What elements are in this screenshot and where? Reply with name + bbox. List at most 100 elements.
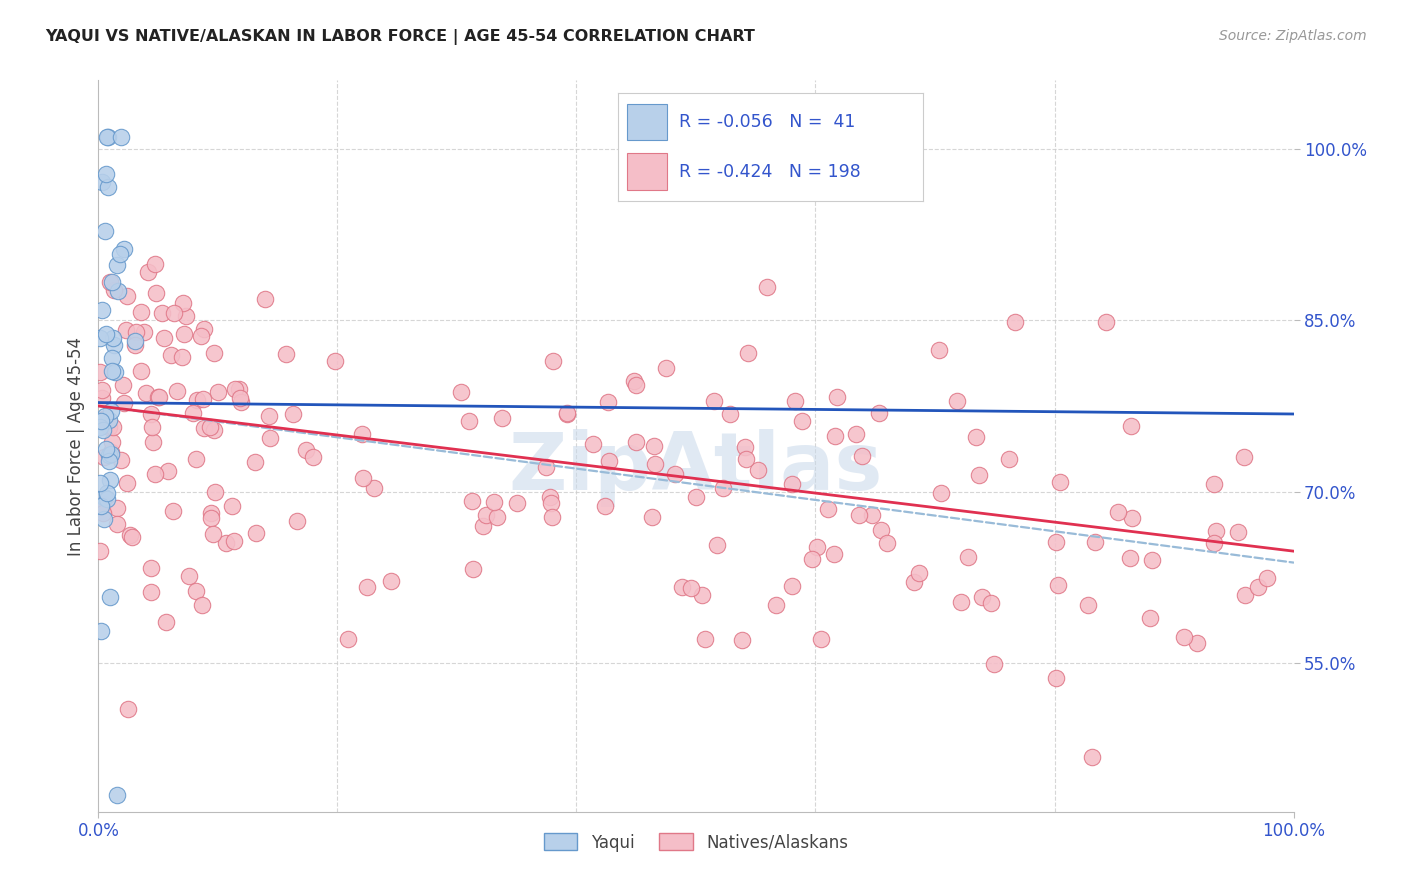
Point bbox=[654, 361, 676, 376]
Point bbox=[155, 615, 177, 629]
Point bbox=[201, 527, 224, 541]
Text: Source: ZipAtlas.com: Source: ZipAtlas.com bbox=[1219, 29, 1367, 43]
Point bbox=[693, 632, 716, 647]
Point bbox=[245, 526, 267, 541]
Point bbox=[929, 486, 952, 500]
Point bbox=[967, 468, 990, 483]
Point bbox=[184, 452, 207, 467]
Point bbox=[139, 407, 162, 421]
Point bbox=[534, 459, 557, 474]
Point bbox=[204, 484, 226, 499]
Point bbox=[1045, 671, 1067, 685]
Point bbox=[643, 439, 665, 453]
Point bbox=[115, 289, 138, 303]
Point bbox=[541, 353, 564, 368]
Point bbox=[1256, 571, 1278, 585]
Point bbox=[817, 502, 839, 516]
Point bbox=[780, 579, 803, 593]
Point bbox=[734, 440, 756, 454]
Point bbox=[129, 305, 152, 319]
Point bbox=[868, 406, 890, 420]
Point bbox=[1233, 450, 1256, 464]
Point bbox=[110, 247, 132, 261]
Point bbox=[124, 338, 146, 352]
Point bbox=[908, 566, 931, 581]
Point bbox=[125, 325, 148, 339]
Point bbox=[482, 495, 505, 509]
Point bbox=[458, 414, 481, 428]
Point bbox=[281, 407, 304, 421]
Point bbox=[965, 430, 987, 444]
Point bbox=[89, 420, 111, 434]
Point bbox=[1202, 477, 1225, 491]
Point bbox=[823, 548, 845, 562]
Point bbox=[711, 481, 734, 495]
Point bbox=[181, 406, 204, 420]
Point bbox=[105, 258, 128, 272]
Point bbox=[735, 451, 758, 466]
Point bbox=[89, 476, 111, 491]
Point bbox=[1205, 524, 1227, 538]
Legend: Yaqui, Natives/Alaskans: Yaqui, Natives/Alaskans bbox=[537, 827, 855, 858]
Point bbox=[193, 322, 215, 336]
Y-axis label: In Labor Force | Age 45-54: In Labor Force | Age 45-54 bbox=[66, 336, 84, 556]
Point bbox=[1233, 588, 1256, 602]
Point bbox=[186, 393, 208, 408]
Point bbox=[96, 491, 118, 506]
Point bbox=[1004, 315, 1026, 329]
Point bbox=[1185, 636, 1208, 650]
Point bbox=[541, 510, 564, 524]
Point bbox=[129, 364, 152, 378]
Point bbox=[1139, 611, 1161, 625]
Point bbox=[97, 454, 120, 468]
Point bbox=[93, 512, 115, 526]
Point bbox=[96, 167, 118, 181]
Point bbox=[706, 538, 728, 552]
Point bbox=[718, 407, 741, 421]
Point bbox=[380, 574, 402, 588]
Point bbox=[93, 423, 115, 437]
Point bbox=[141, 420, 163, 434]
Point bbox=[555, 406, 578, 420]
Point bbox=[983, 657, 1005, 671]
Point bbox=[90, 414, 112, 428]
Point bbox=[1247, 580, 1270, 594]
Point bbox=[104, 365, 127, 379]
Point bbox=[172, 295, 194, 310]
Point bbox=[90, 175, 112, 189]
Point bbox=[765, 598, 787, 612]
Point bbox=[100, 447, 122, 461]
Point bbox=[810, 632, 832, 647]
Point bbox=[177, 568, 200, 582]
Point bbox=[96, 442, 118, 457]
Point bbox=[193, 421, 215, 435]
Point bbox=[160, 348, 183, 362]
Point bbox=[1107, 505, 1129, 519]
Point bbox=[101, 420, 124, 434]
Point bbox=[1045, 534, 1067, 549]
Point bbox=[93, 491, 115, 505]
Point bbox=[103, 338, 125, 352]
Point bbox=[460, 493, 482, 508]
Point bbox=[352, 426, 374, 441]
Point bbox=[737, 346, 759, 360]
Point bbox=[845, 426, 868, 441]
Point bbox=[103, 283, 125, 297]
Point bbox=[91, 383, 114, 397]
Point bbox=[224, 382, 246, 396]
Point bbox=[157, 464, 180, 478]
Point bbox=[145, 286, 167, 301]
Point bbox=[89, 543, 111, 558]
Point bbox=[450, 385, 472, 400]
Point bbox=[461, 562, 484, 576]
Point bbox=[97, 448, 120, 462]
Point bbox=[190, 328, 212, 343]
Point bbox=[506, 495, 529, 509]
Point bbox=[323, 354, 346, 368]
Point bbox=[101, 364, 124, 378]
Point bbox=[692, 588, 714, 602]
Point bbox=[945, 394, 967, 409]
Point bbox=[363, 481, 385, 495]
Point bbox=[112, 242, 135, 256]
Point bbox=[785, 394, 807, 409]
